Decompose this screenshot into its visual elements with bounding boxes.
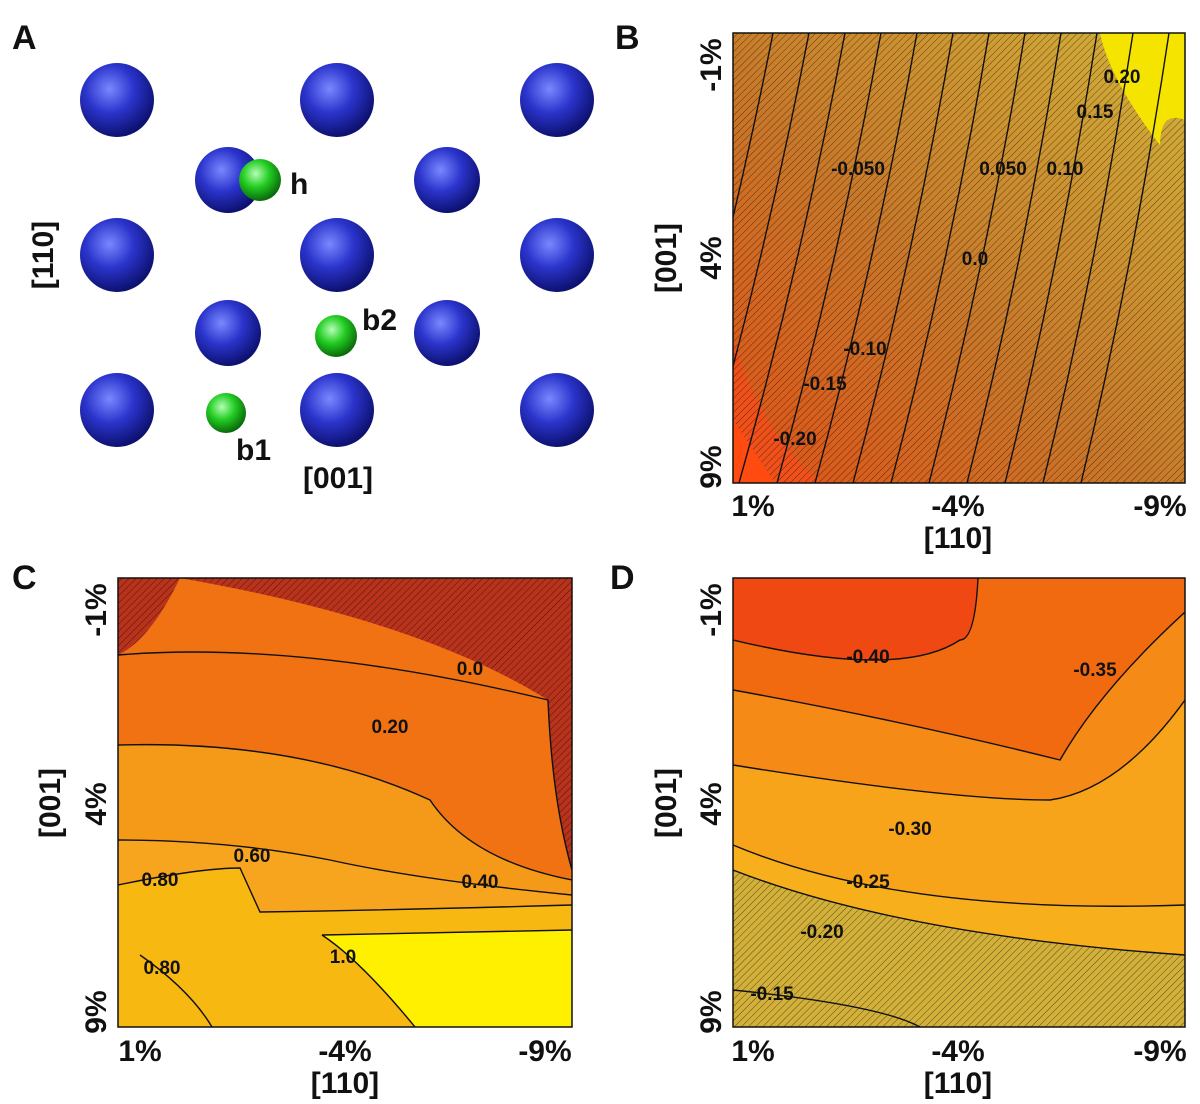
y-tick-label: -1% xyxy=(695,38,728,91)
axis-label: [110] xyxy=(27,221,60,289)
y-tick-label: 4% xyxy=(695,236,728,279)
contour-label: -0.40 xyxy=(846,647,889,668)
contour-label: 0.20 xyxy=(1104,67,1141,88)
y-axis-label: [001] xyxy=(650,768,683,838)
panel-letter: C xyxy=(12,559,37,597)
y-tick-label: -1% xyxy=(80,583,113,636)
atom-label: h xyxy=(290,168,308,201)
y-tick-label: 9% xyxy=(80,990,113,1033)
contour-label: 0.0 xyxy=(962,249,988,270)
y-tick-label: 4% xyxy=(80,782,113,825)
atoms xyxy=(80,63,594,447)
x-tick-label: -9% xyxy=(1133,1035,1186,1068)
contour-label: 0.80 xyxy=(142,870,179,891)
contour-label: -0.10 xyxy=(843,339,886,360)
y-tick-label: 4% xyxy=(695,782,728,825)
contour-label: -0.050 xyxy=(831,159,885,180)
panel-b: B -1% 4% 9% [001] 1% -4% -9% [110] 0.20 … xyxy=(615,19,1187,555)
x-tick-label: -9% xyxy=(518,1035,571,1068)
y-tick-label: 9% xyxy=(695,990,728,1033)
contour-label: 0.0 xyxy=(457,659,483,680)
contour-label: -0.20 xyxy=(800,922,843,943)
atom-label: b2 xyxy=(362,304,397,337)
contour-label: -0.25 xyxy=(846,872,890,893)
x-tick-label: 1% xyxy=(731,490,774,523)
panel-c: C -1% 4% 9% [001] 1% -4% -9% [110] 0.0 0… xyxy=(12,559,572,1100)
contour-label: 0.80 xyxy=(144,958,181,979)
contour-label: -0.15 xyxy=(803,374,847,395)
x-tick-label: 1% xyxy=(731,1035,774,1068)
contour-label: -0.15 xyxy=(750,984,794,1005)
x-tick-label: -4% xyxy=(318,1035,371,1068)
contour-label: 0.60 xyxy=(234,846,271,867)
x-tick-label: -9% xyxy=(1133,490,1186,523)
x-tick-label: 1% xyxy=(118,1035,161,1068)
x-axis-label: [110] xyxy=(311,1067,379,1100)
contour-label: -0.30 xyxy=(888,819,931,840)
contour-plot xyxy=(733,578,1185,1027)
y-axis-label: [001] xyxy=(650,223,683,293)
contour-plot xyxy=(663,33,1185,483)
x-axis-label: [110] xyxy=(924,1067,992,1100)
x-tick-label: -4% xyxy=(931,1035,984,1068)
panel-letter: A xyxy=(12,19,37,57)
contour-label: -0.35 xyxy=(1073,660,1117,681)
contour-label: 0.15 xyxy=(1077,102,1114,123)
contour-label: 0.050 xyxy=(979,159,1027,180)
y-axis-label: [001] xyxy=(34,768,67,838)
axis-label: [001] xyxy=(303,462,373,495)
y-tick-label: -1% xyxy=(695,583,728,636)
x-tick-label: -4% xyxy=(931,490,984,523)
panel-letter: D xyxy=(610,559,635,597)
atom-label: b1 xyxy=(236,434,271,467)
figure: A h b2 b1 [110] [001] B -1% 4% 9% [001] … xyxy=(0,0,1200,1104)
panel-d: D -1% 4% 9% [001] 1% -4% -9% [110] -0.40… xyxy=(610,559,1187,1100)
contour-label: 0.20 xyxy=(372,717,409,738)
contour-label: 0.40 xyxy=(462,872,499,893)
panel-a: A h b2 b1 [110] [001] xyxy=(12,19,594,495)
y-tick-label: 9% xyxy=(695,445,728,488)
x-axis-label: [110] xyxy=(924,522,992,555)
contour-label: -0.20 xyxy=(773,429,816,450)
contour-label: 0.10 xyxy=(1047,159,1084,180)
panel-letter: B xyxy=(615,19,640,57)
contour-label: 1.0 xyxy=(330,947,356,968)
